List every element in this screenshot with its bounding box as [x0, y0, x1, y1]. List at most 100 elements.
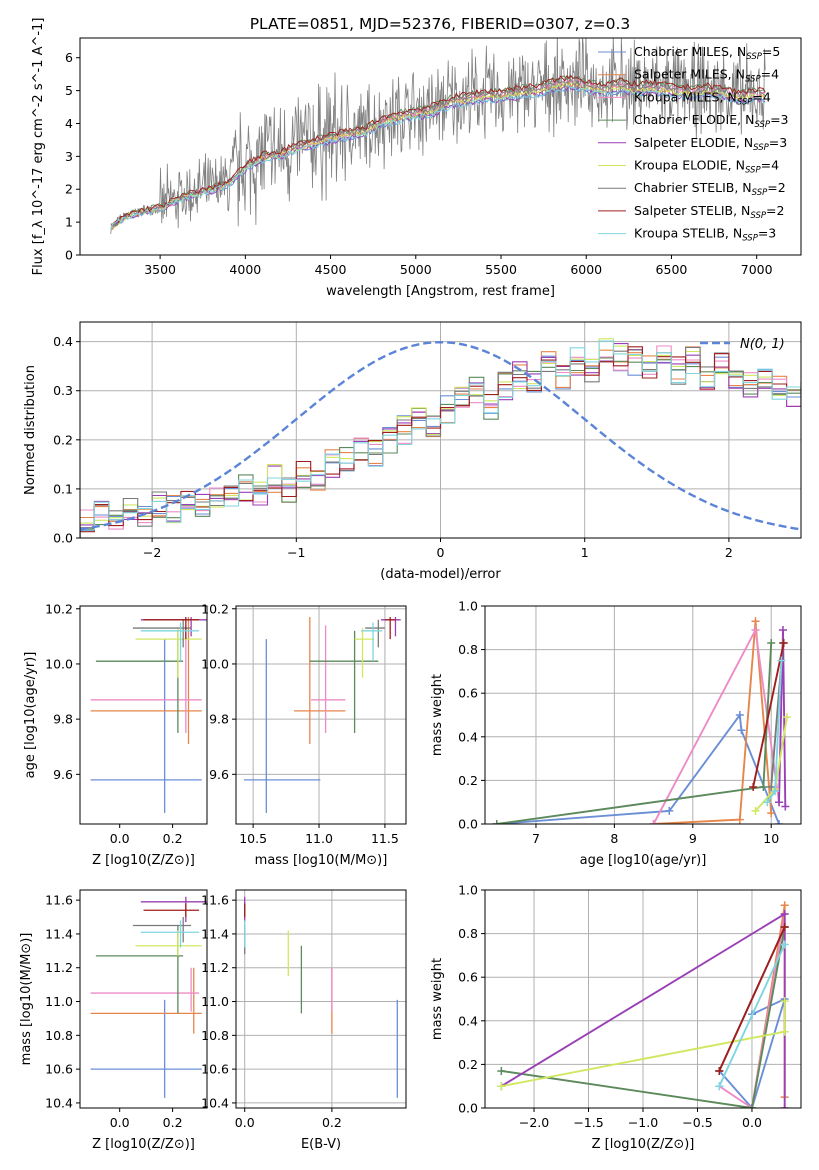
x-tick-label: 0.2 [163, 831, 183, 846]
y-tick-label: 10.6 [45, 1062, 73, 1077]
y-tick-label: 4 [65, 116, 73, 131]
legend-label-krou_stelib: Kroupa STELIB, NSSP=3 [634, 226, 776, 244]
x-tick-label: −2.0 [519, 1115, 549, 1130]
weight-marker-chab_miles [775, 820, 784, 824]
x-tick-label: 10.5 [239, 831, 267, 846]
weight-marker-chab_miles [737, 726, 746, 735]
weight-marker-salp_elodie [781, 802, 790, 811]
x-tick-label: 11.0 [305, 831, 333, 846]
y-axis-label: mass [log10(M/M⊙)] [19, 933, 34, 1066]
y-tick-label: 10.0 [201, 656, 229, 671]
x-tick-label: 7000 [741, 262, 773, 277]
y-tick-label: 1.0 [458, 599, 478, 614]
weight-marker-chab_miles [735, 711, 744, 719]
panel-age-vs-mass: 10.5 11.0 11.5 9.6 9.8 10.0 10.2 mass [log10(M/… [201, 601, 407, 868]
y-tick-label: 10.2 [201, 601, 229, 616]
x-tick-label: 6000 [570, 262, 602, 277]
weight-marker-chab_elodie [767, 639, 776, 648]
legend-label-chab_elodie: Chabrier ELODIE, NSSP=3 [634, 112, 789, 130]
y-tick-label: 5 [65, 83, 73, 98]
residual-histogram-salp_elodie [80, 343, 801, 538]
y-tick-label: 11.0 [45, 994, 73, 1009]
panel-residuals: −2 −1 0 1 2 0.0 0.1 0.2 0.3 0.4 (data-model)/error… [23, 321, 802, 582]
weight-marker-chab_elodie [492, 820, 501, 824]
x-tick-label: 5000 [400, 262, 432, 277]
x-axis-label: Z [log10(Z/Z⊙)] [92, 853, 195, 868]
x-tick-label: 11.5 [371, 831, 399, 846]
y-axis-label: age [log10(age/yr)] [23, 652, 38, 779]
x-tick-label: 4000 [229, 262, 261, 277]
x-tick-label: 0.0 [110, 1115, 130, 1130]
model-spectrum-chab_stelib [110, 78, 766, 227]
weight-line-chab_elodie [496, 643, 773, 824]
y-tick-label: 11.2 [201, 960, 229, 975]
y-tick-label: 3 [65, 149, 73, 164]
x-axis-label: age [log10(age/yr)] [580, 853, 707, 868]
weight-marker-salp_miles [780, 901, 789, 910]
axes-frame [79, 889, 208, 1109]
y-tick-label: 10.8 [201, 1028, 229, 1043]
x-tick-label: 8 [610, 831, 618, 846]
y-axis-label: mass weight [430, 674, 445, 756]
y-tick-label: 0.8 [458, 642, 478, 657]
y-tick-label: 0.8 [458, 926, 478, 941]
y-tick-label: 1 [65, 215, 73, 230]
y-tick-label: 9.6 [209, 767, 229, 782]
y-tick-label: 10.8 [45, 1028, 73, 1043]
plot-area [90, 896, 207, 1098]
model-spectrum-krou_stelib [110, 84, 766, 231]
y-tick-label: 10.4 [45, 1095, 73, 1110]
y-tick-label: 0.4 [53, 334, 73, 349]
x-tick-label: 0.2 [163, 1115, 183, 1130]
y-tick-label: 0.2 [458, 1057, 478, 1072]
weight-marker-krou_miles [649, 820, 658, 824]
legend-label-krou_miles: Kroupa MILES, NSSP=4 [634, 89, 771, 107]
x-tick-label: 0.2 [322, 1115, 342, 1130]
x-tick-label: 5500 [485, 262, 517, 277]
y-tick-label: 0.2 [53, 432, 73, 447]
legend-label-gauss: N(0, 1) [740, 337, 785, 352]
weight-marker-chab_miles [665, 806, 674, 815]
panel-age-vs-Z: 0.0 0.2 9.6 9.8 10.0 10.2 Z [log10(Z/Z⊙)] age [… [23, 601, 208, 868]
y-tick-label: 10.2 [45, 601, 73, 616]
weight-marker-salp_elodie [780, 909, 789, 918]
weight-marker-chab_elodie [747, 1104, 756, 1108]
y-tick-label: 9.8 [53, 712, 73, 727]
y-tick-label: 0.0 [458, 1101, 478, 1116]
legend-label-krou_elodie: Kroupa ELODIE, NSSP=4 [634, 158, 779, 176]
panel-weight-vs-Z: −2.0 −1.5 −1.0 −0.5 0.0 0.0 0.2 0.4 0.6 0.8 1.0 Z [… [430, 883, 802, 1152]
axes-frame [79, 321, 802, 539]
plot-area [243, 617, 401, 813]
y-tick-label: 11.2 [45, 960, 73, 975]
x-axis-label: Z [log10(Z/Z⊙)] [92, 1137, 195, 1152]
axes-frame [484, 605, 802, 825]
x-tick-label: 3500 [144, 262, 176, 277]
weight-marker-salp_miles [751, 617, 760, 626]
y-tick-label: 0.4 [458, 1013, 478, 1028]
weight-marker-salp_stelib [779, 639, 788, 648]
axes-frame [79, 37, 802, 256]
plot-area [492, 617, 791, 824]
normal-distribution-curve [80, 340, 801, 531]
y-axis-label: Flux [f_λ 10^-17 erg cm^-2 s^-1 A^-1] [31, 18, 46, 276]
plot-area [244, 896, 398, 1098]
panel-mass-vs-Z: 0.0 0.2 10.4 10.6 10.8 11.0 11.2 11.4 11.6 Z [log… [19, 889, 208, 1152]
weight-marker-krou_elodie [751, 806, 760, 815]
weight-marker-salp_elodie [780, 1104, 789, 1108]
x-tick-label: −1.0 [628, 1115, 658, 1130]
y-tick-label: 11.6 [201, 893, 229, 908]
weight-line-krou_miles [718, 913, 786, 1108]
y-tick-label: 9.8 [209, 712, 229, 727]
x-tick-label: −1.5 [573, 1115, 603, 1130]
x-axis-label: mass [log10(M/M⊙)] [255, 853, 388, 868]
y-axis-label: Normed distribution [23, 365, 38, 495]
x-axis-label: Z [log10(Z/Z⊙)] [592, 1137, 695, 1152]
x-tick-label: 2 [725, 545, 733, 560]
x-axis-label: wavelength [Angstrom, rest frame] [326, 284, 555, 299]
weight-marker-chab_elodie [759, 782, 768, 791]
y-tick-label: 0.2 [458, 773, 478, 788]
y-tick-label: 0.6 [458, 970, 478, 985]
plot-area [110, 38, 766, 234]
x-tick-label: 0.0 [235, 1115, 255, 1130]
